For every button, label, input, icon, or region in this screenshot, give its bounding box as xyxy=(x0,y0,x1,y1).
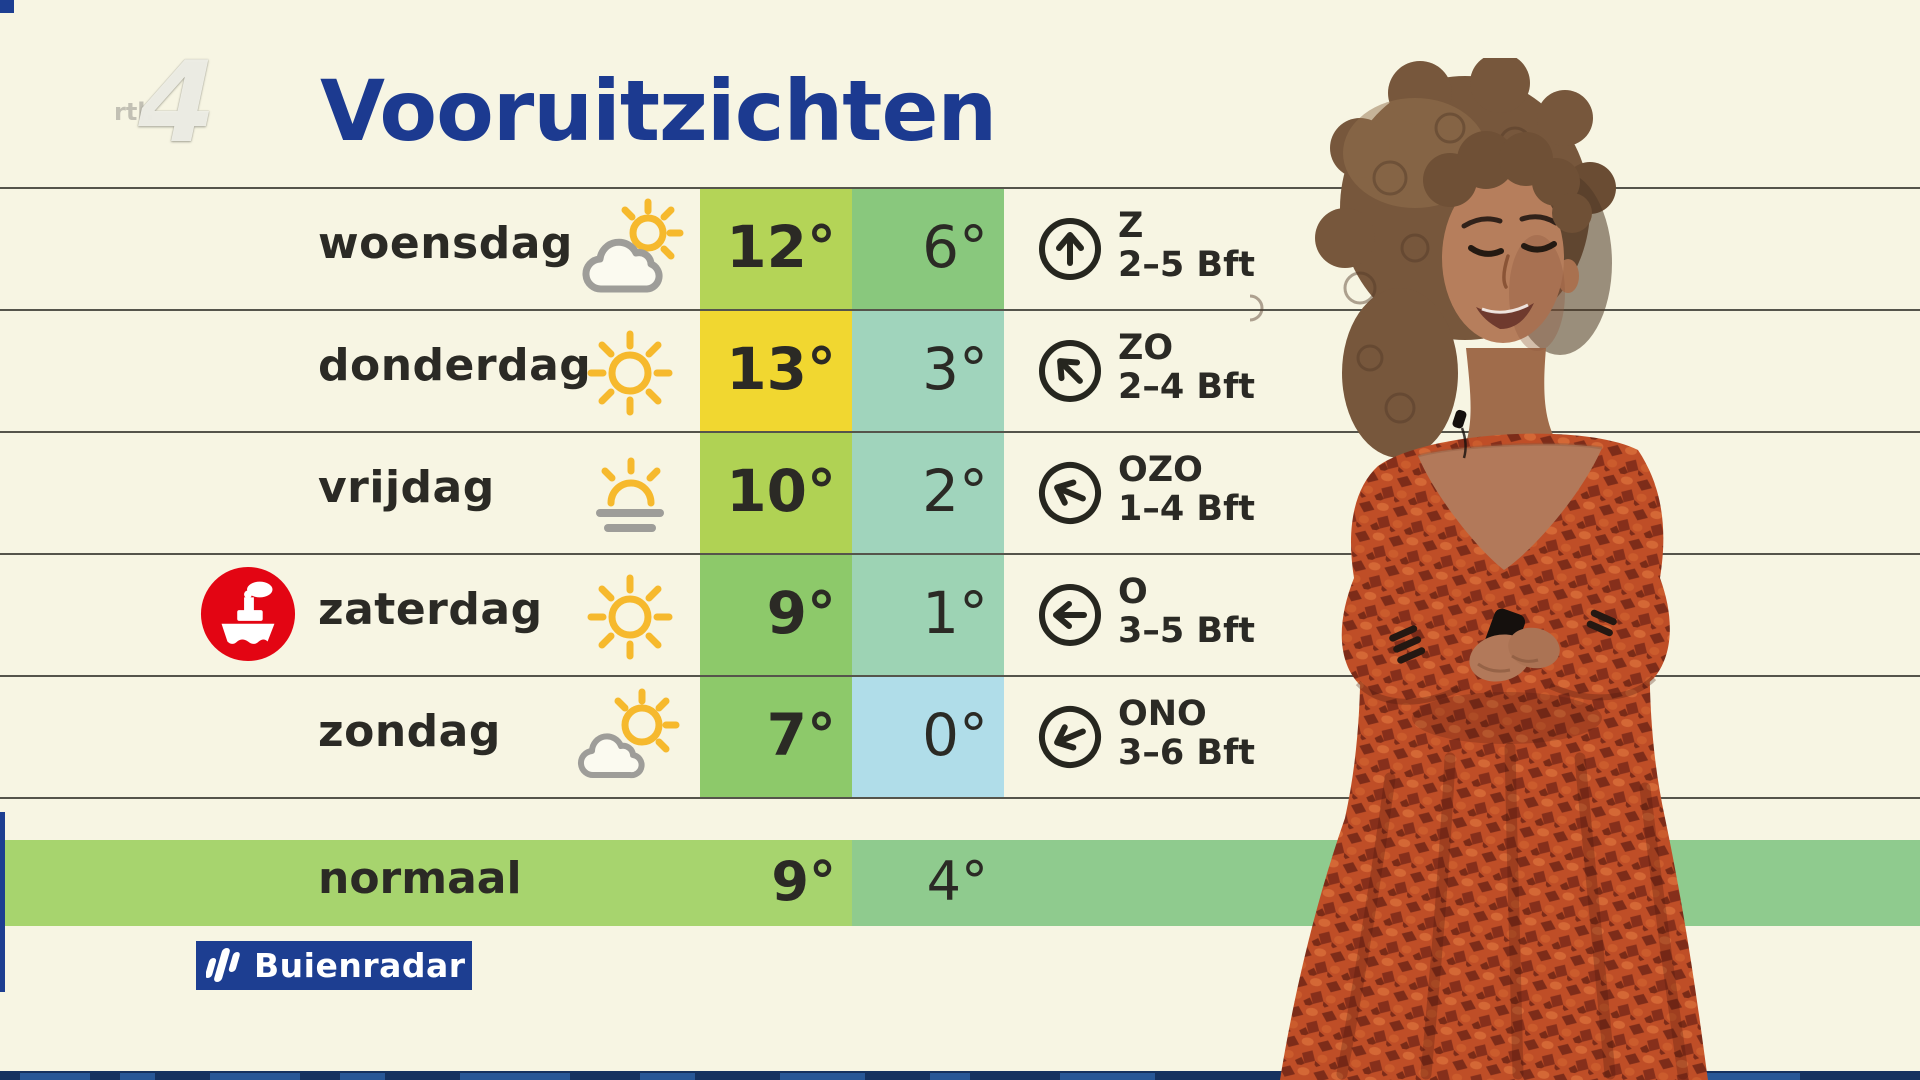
normal-row-label: normaal xyxy=(318,853,522,904)
min-temp-cell xyxy=(852,433,1004,553)
corner-mark xyxy=(0,0,14,13)
wind-direction-icon xyxy=(1039,706,1101,768)
wind-force: 1–4 Bft xyxy=(1118,489,1256,529)
table-divider xyxy=(0,553,1920,555)
min-temp-cell xyxy=(852,555,1004,675)
max-temp: 9° xyxy=(766,579,836,647)
forecast-row-donderdag: donderdag 13° 3° ZO 2–4 Bft xyxy=(0,311,1920,431)
day-label: donderdag xyxy=(318,340,592,391)
day-label: woensdag xyxy=(318,218,573,269)
wind-info: OZO 1–4 Bft xyxy=(1118,451,1348,529)
rtl4-watermark-number: 4 xyxy=(124,38,230,168)
max-temp: 13° xyxy=(726,335,836,403)
max-temp-cell xyxy=(700,677,852,797)
wind-direction: ZO xyxy=(1118,328,1174,368)
max-temp-cell xyxy=(700,555,852,675)
max-temp-cell xyxy=(700,433,852,553)
page-title: Vooruitzichten xyxy=(320,62,997,160)
wind-direction-icon xyxy=(1039,218,1101,280)
sun-with-small-cloud-icon xyxy=(578,688,680,779)
sun-icon xyxy=(587,330,673,416)
max-temp: 12° xyxy=(726,213,836,281)
wind-info: ZO 2–4 Bft xyxy=(1118,329,1348,407)
normal-max-temp: 9° xyxy=(771,850,836,913)
rtl-watermark-text: rtl. xyxy=(114,98,155,126)
wind-direction: OZO xyxy=(1118,450,1203,490)
wind-direction-icon xyxy=(1039,340,1101,402)
sun-above-haze-icon xyxy=(596,457,664,532)
table-divider xyxy=(0,187,1920,189)
presenter-hands xyxy=(1469,608,1560,682)
forecast-row-zaterdag: zaterdag 9° 1° O 3–5 Bft xyxy=(0,555,1920,675)
presenter-chest xyxy=(1418,444,1602,570)
min-temp-cell xyxy=(852,677,1004,797)
min-temp-cell xyxy=(852,311,1004,431)
ferry-icon xyxy=(200,566,296,662)
presenter-neck xyxy=(1460,348,1562,458)
max-temp: 10° xyxy=(726,457,836,525)
normal-band-left xyxy=(0,840,852,926)
forecast-row-vrijdag: vrijdag 10° 2° OZO 1–4 Bft xyxy=(0,433,1920,553)
forecast-row-woensdag: woensdag 12° 6° Z 2–5 Bft xyxy=(0,189,1920,309)
max-temp: 7° xyxy=(766,701,836,769)
forecast-row-zondag: zondag 7° 0° ONO 3–6 Bft xyxy=(0,677,1920,797)
max-temp-cell xyxy=(700,311,852,431)
wind-direction-icon xyxy=(1039,462,1101,524)
wind-force: 2–4 Bft xyxy=(1118,367,1256,407)
wind-info: O 3–5 Bft xyxy=(1118,573,1348,651)
min-temp-cell xyxy=(852,189,1004,309)
wind-force: 2–5 Bft xyxy=(1118,245,1256,285)
table-divider xyxy=(0,431,1920,433)
presenter-face xyxy=(1442,173,1579,351)
min-temp: 6° xyxy=(922,213,988,281)
normal-min-temp: 4° xyxy=(926,850,988,913)
table-divider xyxy=(0,675,1920,677)
min-temp: 2° xyxy=(922,457,988,525)
buienradar-logo-text: Buienradar xyxy=(254,946,466,985)
presenter-dress xyxy=(1280,433,1708,1080)
bracelets xyxy=(1389,609,1617,664)
wind-direction: Z xyxy=(1118,206,1144,246)
wind-info: Z 2–5 Bft xyxy=(1118,207,1348,285)
wind-direction: ONO xyxy=(1118,694,1207,734)
min-temp: 3° xyxy=(922,335,988,403)
min-temp: 1° xyxy=(922,579,988,647)
min-temp: 0° xyxy=(922,701,988,769)
day-label: zondag xyxy=(318,706,501,757)
wind-force: 3–5 Bft xyxy=(1118,611,1256,651)
day-label: vrijdag xyxy=(318,462,495,513)
table-divider xyxy=(0,797,1920,799)
left-edge-accent xyxy=(0,812,5,992)
buienradar-logo: Buienradar xyxy=(196,941,472,990)
day-label: zaterdag xyxy=(318,584,543,635)
sun-icon xyxy=(587,574,673,660)
lavalier-mic-icon xyxy=(1452,409,1467,459)
table-divider xyxy=(0,309,1920,311)
wind-info: ONO 3–6 Bft xyxy=(1118,695,1348,773)
max-temp-cell xyxy=(700,189,852,309)
sun-behind-cloud-icon xyxy=(582,198,684,293)
rtl4-watermark: rtl. 4 xyxy=(112,38,252,173)
presenter-hair-fringe xyxy=(1423,131,1592,233)
wind-force: 3–6 Bft xyxy=(1118,733,1256,773)
buienradar-rain-icon xyxy=(206,947,240,982)
presenter-arms xyxy=(1341,578,1670,705)
presenter-photo xyxy=(1250,58,1708,1080)
wind-direction-icon xyxy=(1039,584,1101,646)
wind-direction: O xyxy=(1118,572,1148,612)
